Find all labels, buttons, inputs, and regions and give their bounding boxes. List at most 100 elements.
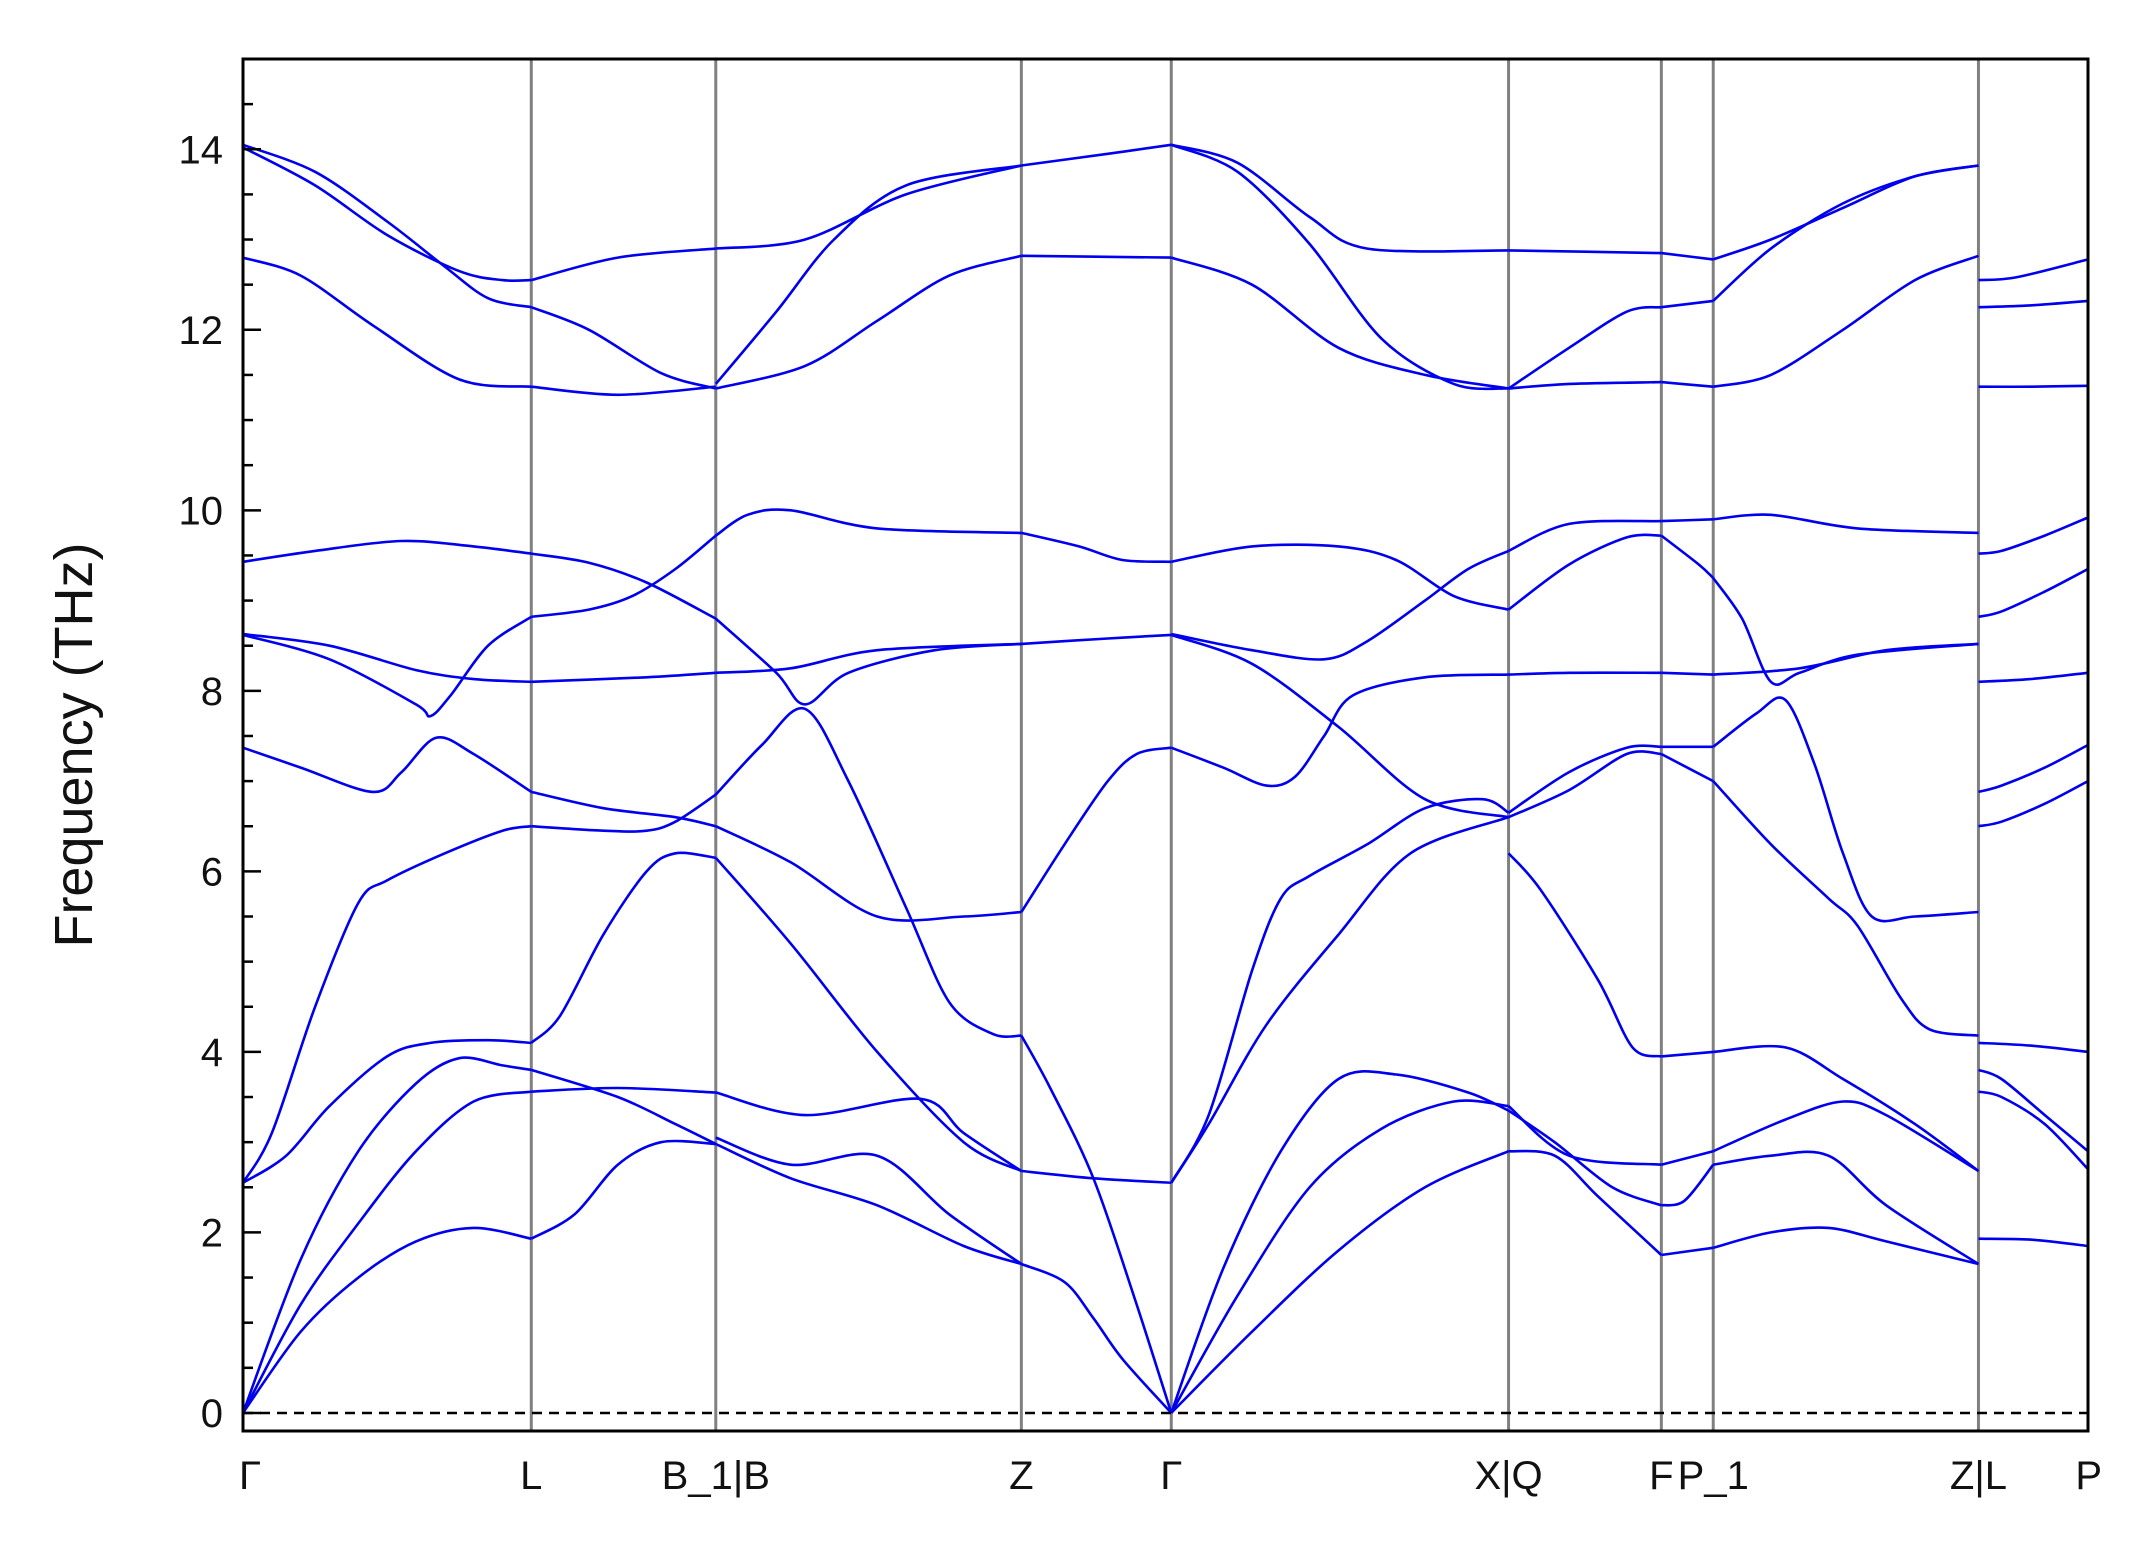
band-line xyxy=(1712,577,1979,686)
band-line xyxy=(714,617,1022,706)
band-line xyxy=(531,385,716,397)
band-line xyxy=(1713,513,1979,535)
y-tick-label: 4 xyxy=(201,1031,223,1075)
band-line xyxy=(1661,251,1714,261)
x-tick-label: P_1 xyxy=(1678,1454,1749,1498)
band-line xyxy=(1170,143,1509,253)
band-line xyxy=(1171,543,1509,611)
band-line xyxy=(1170,815,1510,1184)
band-line xyxy=(531,552,717,620)
band-line xyxy=(1712,1226,1979,1266)
band-line xyxy=(531,790,717,828)
band-line xyxy=(1978,384,2089,389)
band-line xyxy=(1978,1068,2089,1153)
band-line xyxy=(714,164,1022,385)
band-line xyxy=(242,615,533,718)
band-line xyxy=(242,146,532,283)
y-tick-label: 10 xyxy=(179,489,224,533)
band-line xyxy=(241,824,532,1184)
segment-lines xyxy=(529,59,1980,1431)
band-line xyxy=(1020,746,1172,913)
band-line xyxy=(1170,256,1509,390)
band-line xyxy=(1508,249,1662,255)
y-axis-title: Frequency (THz) xyxy=(44,542,104,947)
band-line xyxy=(242,736,533,794)
band-line xyxy=(1661,1246,1714,1257)
x-tick-label: Γ xyxy=(239,1454,261,1498)
band-line xyxy=(1712,164,1979,261)
y-tick-label: 14 xyxy=(179,128,224,172)
band-line xyxy=(714,706,1022,1038)
band-line xyxy=(1507,1105,1662,1166)
x-axis-labels: Γ L B_1|B Z Γ X|Q F P_1 Z|L P xyxy=(239,1454,2102,1498)
band-line xyxy=(530,1139,716,1240)
band-line xyxy=(1170,1070,1510,1414)
band-line xyxy=(1507,533,1662,611)
x-tick-label: L xyxy=(520,1454,542,1498)
band-line xyxy=(1021,254,1172,259)
band-line xyxy=(241,1226,532,1414)
band-line xyxy=(1978,743,2089,794)
y-tick-label: 6 xyxy=(201,850,223,894)
band-line xyxy=(1978,567,2089,619)
band-line xyxy=(1020,1034,1173,1414)
band-line xyxy=(1661,1163,1715,1207)
band-line xyxy=(714,856,1022,1173)
band-line xyxy=(1021,143,1172,167)
band-line xyxy=(1978,1041,2089,1054)
band-line xyxy=(530,305,717,390)
band-line xyxy=(530,851,716,1044)
band-line xyxy=(1661,299,1714,309)
x-tick-label: B_1|B xyxy=(662,1454,770,1498)
band-line xyxy=(1170,143,1509,391)
band-line xyxy=(531,1086,716,1094)
band-line xyxy=(1508,519,1662,553)
band-line xyxy=(241,1090,532,1414)
band-line xyxy=(1978,779,2089,828)
y-tick-label: 12 xyxy=(179,309,224,353)
band-line xyxy=(1170,673,1509,788)
band-line xyxy=(242,632,532,684)
band-lines xyxy=(241,143,2089,1414)
band-line xyxy=(1021,531,1172,564)
band-line xyxy=(1507,852,1662,1058)
band-line xyxy=(715,508,1022,537)
band-line xyxy=(1712,1100,1980,1173)
band-line xyxy=(1171,549,1510,661)
y-tick-label: 8 xyxy=(201,670,223,714)
band-line xyxy=(715,254,1022,390)
band-line xyxy=(1170,797,1510,1184)
band-line xyxy=(1020,1262,1173,1414)
x-tick-label: Z|L xyxy=(1950,1454,2007,1498)
band-line xyxy=(715,1142,1022,1266)
band-line xyxy=(1170,1150,1510,1414)
band-line xyxy=(531,793,717,833)
band-line xyxy=(530,1068,717,1146)
band-line xyxy=(1508,750,1662,819)
y-axis-ticks: 0 2 4 6 8 10 12 14 xyxy=(179,57,261,1436)
band-line xyxy=(1508,380,1662,390)
x-tick-label: Z xyxy=(1009,1454,1033,1498)
band-line xyxy=(1713,1150,1980,1266)
band-line xyxy=(1978,258,2089,282)
band-line xyxy=(715,1091,1023,1173)
band-line xyxy=(530,247,716,282)
band-line xyxy=(1712,696,1979,923)
band-line xyxy=(1507,744,1662,814)
band-line xyxy=(1713,1044,1980,1173)
band-line xyxy=(242,539,532,564)
plot-frame xyxy=(241,57,2090,1433)
y-tick-label: 0 xyxy=(201,1392,223,1436)
band-line xyxy=(1978,299,2089,309)
band-line xyxy=(715,825,1022,922)
x-tick-label: F xyxy=(1649,1454,1673,1498)
band-line xyxy=(241,1056,532,1414)
band-line xyxy=(715,164,1022,250)
band-line xyxy=(715,1136,1023,1266)
band-line xyxy=(1021,633,1172,646)
band-line xyxy=(1660,1149,1714,1166)
band-line xyxy=(531,671,716,684)
band-line xyxy=(1661,1050,1714,1058)
band-line xyxy=(1661,671,1714,676)
band-line xyxy=(1508,671,1662,676)
